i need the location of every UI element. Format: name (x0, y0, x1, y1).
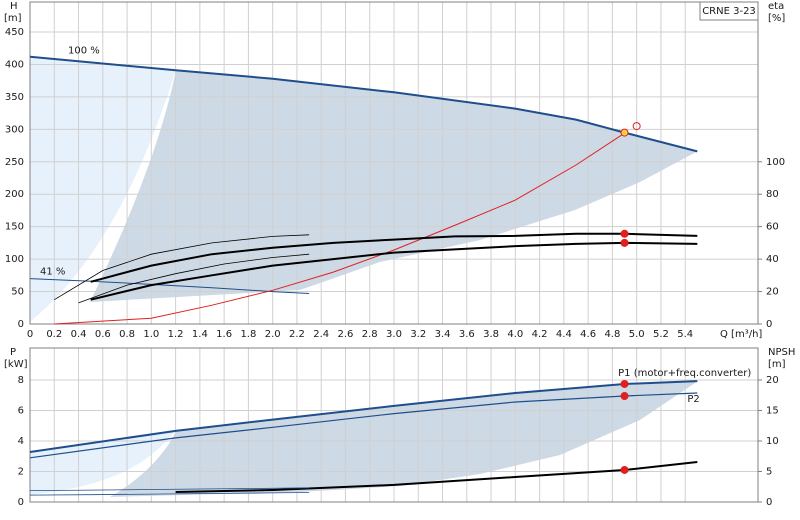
y-axis-unit: [m] (4, 13, 22, 24)
y-axis-unit: [kW] (4, 359, 28, 370)
y-tick-label: 0 (18, 497, 24, 508)
curve (29, 278, 310, 294)
plot-frame (29, 1, 759, 325)
y2-tick-label: 15 (766, 406, 779, 417)
y-tick-label: 6 (18, 406, 24, 417)
marker (620, 128, 629, 137)
x-tick-label: 4.8 (604, 329, 620, 340)
x-tick-label: 4.0 (507, 329, 523, 340)
y-tick-label: 250 (5, 157, 24, 168)
x-tick-label: 2.0 (265, 329, 281, 340)
x-tick-label: 2.4 (313, 329, 329, 340)
y-tick-label: 450 (5, 27, 24, 38)
curve (54, 234, 310, 301)
y2-tick-label: 0 (766, 319, 772, 330)
x-tick-label: 4.6 (580, 329, 596, 340)
model-label: CRNE 3-23 (702, 6, 756, 17)
y-axis-label: P (10, 347, 16, 358)
y-axis-label: H (10, 1, 18, 12)
x-tick-label: 4.2 (532, 329, 548, 340)
x-tick-label: 0.6 (95, 329, 111, 340)
curve (78, 253, 310, 304)
y2-tick-label: 100 (766, 157, 785, 168)
curve (54, 132, 625, 325)
x-tick-label: 2.2 (289, 329, 305, 340)
x-tick-label: 5.2 (653, 329, 669, 340)
x-axis-label: Q [m³/h] (720, 329, 762, 340)
curve (29, 55, 698, 153)
y-tick-label: 400 (5, 59, 24, 70)
x-tick-label: 0.8 (119, 329, 135, 340)
y-tick-label: 300 (5, 124, 24, 135)
background (30, 57, 698, 497)
y2-tick-label: 80 (766, 189, 779, 200)
marker (620, 465, 629, 474)
x-tick-label: 3.4 (435, 329, 451, 340)
plot-frame (29, 347, 759, 503)
curve (175, 461, 698, 493)
x-tick-label: 0 (27, 329, 33, 340)
marker (620, 379, 629, 388)
y-tick-label: 50 (11, 287, 24, 298)
x-tick-label: 3.8 (483, 329, 499, 340)
x-tick-label: 0.4 (71, 329, 87, 340)
marker (620, 392, 629, 401)
x-tick-label: 3.6 (459, 329, 475, 340)
y2-axis-unit: [m] (768, 359, 786, 370)
marker (620, 229, 629, 238)
y-tick-label: 0 (18, 319, 24, 330)
x-tick-label: 5.0 (629, 329, 645, 340)
curve-label: 100 % (68, 46, 100, 57)
curve (29, 487, 310, 491)
operating-region (110, 381, 698, 497)
x-tick-label: 0.2 (46, 329, 62, 340)
curve-label: P2 (687, 394, 699, 405)
x-tick-label: 3.2 (410, 329, 426, 340)
y2-tick-label: 60 (766, 222, 779, 233)
x-tick-label: 3.0 (386, 329, 402, 340)
y2-axis-label: NPSH (768, 347, 795, 358)
x-tick-label: 4.4 (556, 329, 572, 340)
y-tick-label: 8 (18, 375, 24, 386)
y2-tick-label: 0 (766, 497, 772, 508)
y2-axis-unit: [%] (768, 13, 785, 24)
curve (90, 232, 698, 283)
x-tick-label: 2.6 (338, 329, 354, 340)
y-tick-label: 200 (5, 189, 24, 200)
marker (620, 238, 629, 247)
y2-tick-label: 40 (766, 254, 779, 265)
x-tick-label: 5.4 (677, 329, 693, 340)
x-tick-label: 1.6 (216, 329, 232, 340)
curve (90, 241, 698, 301)
curve-label: 41 % (40, 267, 65, 278)
x-tick-label: 1.4 (192, 329, 208, 340)
x-tick-label: 1.0 (143, 329, 159, 340)
y-tick-label: 2 (18, 467, 24, 478)
y-tick-label: 150 (5, 222, 24, 233)
curve-label: P1 (motor+freq.converter) (618, 368, 751, 379)
x-tick-label: 2.8 (362, 329, 378, 340)
y2-axis-label: eta (768, 1, 784, 12)
y2-tick-label: 5 (766, 467, 772, 478)
x-tick-label: 1.2 (168, 329, 184, 340)
x-tick-label: 1.8 (240, 329, 256, 340)
y2-tick-label: 10 (766, 436, 779, 447)
y-tick-label: 4 (18, 436, 24, 447)
y-tick-label: 100 (5, 254, 24, 265)
y-tick-label: 350 (5, 92, 24, 103)
y2-tick-label: 20 (766, 375, 779, 386)
y2-tick-label: 20 (766, 287, 779, 298)
marker (632, 122, 641, 131)
curve (29, 492, 310, 496)
